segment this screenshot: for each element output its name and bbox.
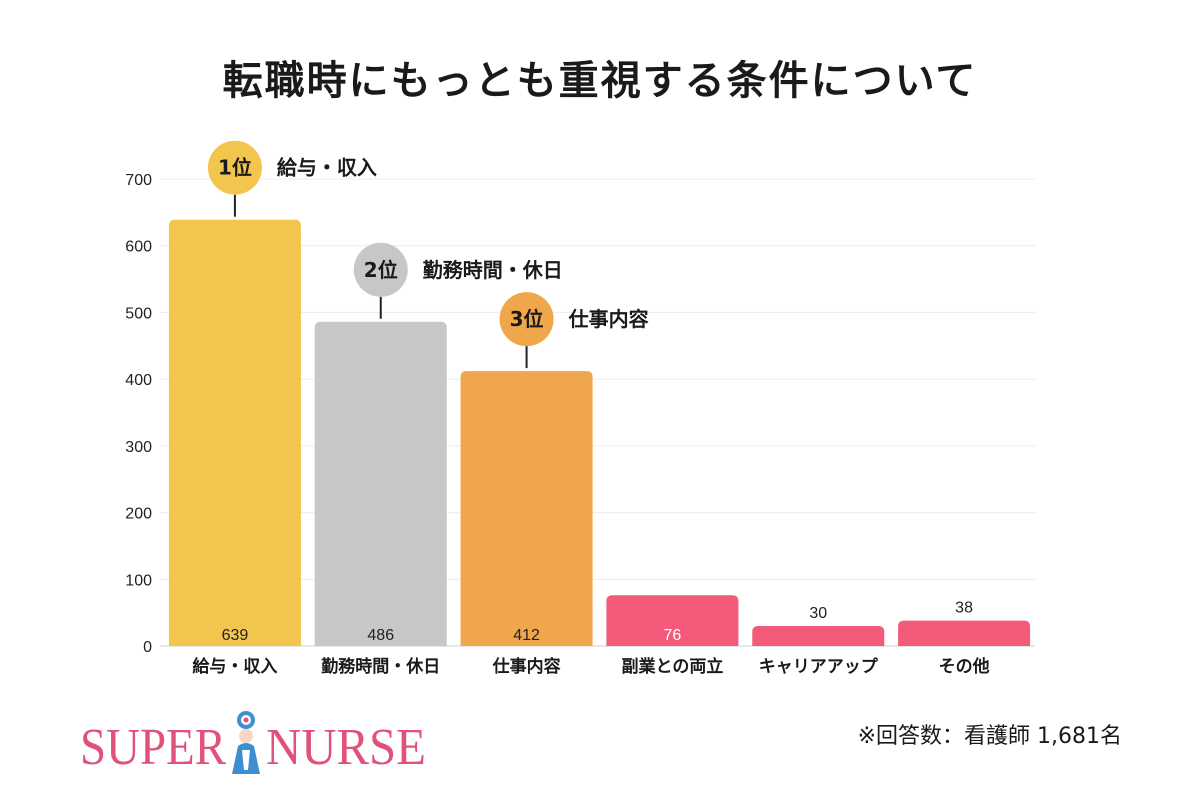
y-tick-label: 100 (125, 572, 152, 589)
y-tick-label: 700 (125, 172, 152, 189)
rank-badge-circle (353, 242, 408, 297)
nurse-figure-icon (232, 711, 260, 774)
bar-value-label: 486 (367, 627, 394, 644)
x-category-label: 給与・収入 (192, 656, 277, 677)
y-tick-label: 400 (125, 372, 152, 389)
rank-badge-label: 2位 (364, 258, 398, 282)
y-tick-label: 200 (125, 506, 152, 523)
x-category-label: 勤務時間・休日 (321, 656, 440, 677)
y-tick-label: 500 (125, 305, 152, 322)
bar-value-label: 412 (513, 627, 540, 644)
bar (752, 625, 885, 646)
chart-title: 転職時にもっとも重視する条件について (222, 58, 978, 104)
x-category-label: 副業との両立 (621, 656, 723, 677)
bar-chart: 0 100 200 300 400 500 600 700 639 給与・収入 486 勤務時間・休日… (125, 140, 1035, 677)
rank-badge-label: 3位 (510, 307, 544, 331)
bar-value-label: 76 (664, 627, 682, 644)
logo-text-super: SUPER (80, 719, 226, 776)
bar (168, 219, 301, 646)
rank-category-label: 給与・収入 (277, 156, 377, 180)
bar-value-label: 38 (955, 600, 973, 617)
bar (314, 321, 447, 646)
bar (606, 595, 739, 646)
bar-value-label: 30 (809, 605, 827, 622)
logo-text-nurse: NURSE (266, 719, 426, 776)
x-category-label: 仕事内容 (492, 656, 561, 677)
y-tick-label: 300 (125, 439, 152, 456)
rank-badge-circle (207, 140, 262, 195)
bar (898, 620, 1031, 646)
x-category-label: キャリアアップ (759, 656, 879, 677)
x-category-label: その他 (939, 656, 990, 677)
rank-badge-circle (499, 292, 554, 347)
bar (460, 371, 593, 646)
rank-category-label: 仕事内容 (568, 307, 649, 331)
bar-value-label: 639 (222, 627, 249, 644)
y-tick-label: 0 (143, 639, 152, 656)
super-nurse-logo: SUPER NURSE (80, 711, 426, 776)
rank-badge-label: 1位 (218, 156, 252, 180)
footnote: ※回答数：看護師 1,681名 (857, 724, 1122, 749)
rank-category-label: 勤務時間・休日 (423, 258, 563, 282)
y-tick-label: 600 (125, 239, 152, 256)
